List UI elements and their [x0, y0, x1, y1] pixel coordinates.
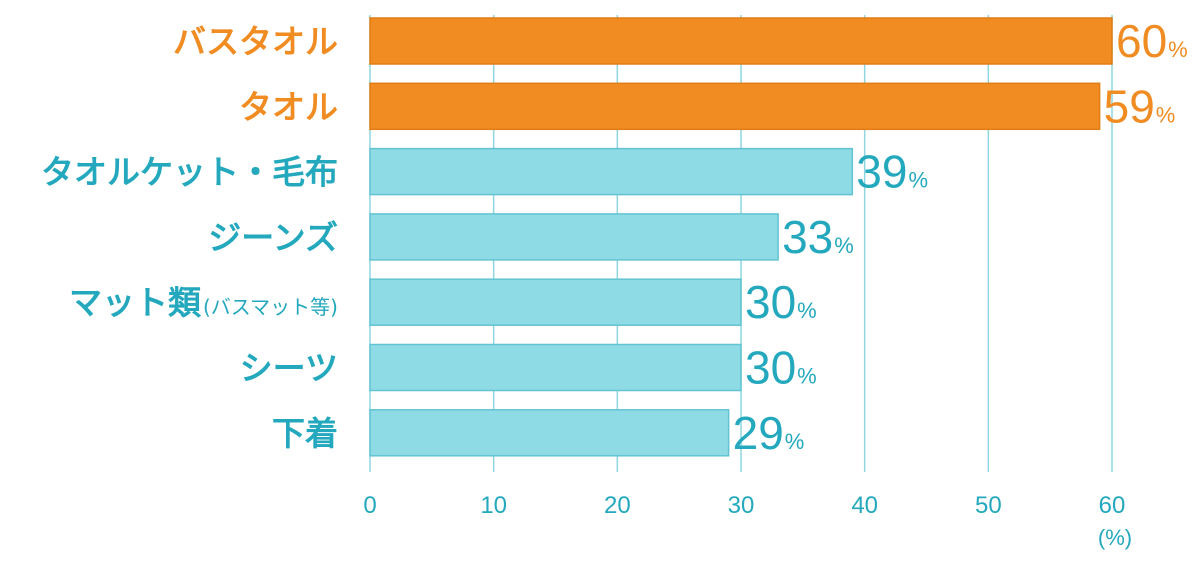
bar [369, 213, 779, 261]
bar [369, 17, 1113, 65]
category-label: タオル [239, 87, 338, 126]
x-tick-label: 0 [363, 492, 376, 519]
x-tick-label: 10 [480, 492, 507, 519]
category-label: バスタオル [173, 22, 338, 61]
x-axis-unit: (%) [1098, 525, 1132, 550]
value-label: 30% [745, 342, 817, 394]
value-label: 33% [782, 211, 854, 263]
bar [369, 343, 742, 392]
x-tick-label: 60 [1099, 492, 1126, 519]
bars [369, 17, 1113, 457]
value-label: 60% [1116, 15, 1188, 67]
category-label: シーツ [240, 349, 338, 388]
value-labels: 60% 59% 39%33% 30% 30% 29% [733, 15, 1188, 459]
x-tick-label: 40 [851, 492, 878, 519]
category-label: マット類 (バスマット等) [69, 283, 338, 322]
value-label: 59% [1104, 80, 1176, 132]
category-label: タオルケット・毛布 [41, 153, 338, 192]
x-axis-ticks: 0 10 20 30 40 50 60 [363, 492, 1125, 519]
x-tick-label: 20 [604, 492, 631, 519]
x-tick-label: 30 [728, 492, 755, 519]
bar [369, 409, 730, 457]
value-label: 30% [745, 276, 817, 328]
bar [369, 147, 854, 196]
bar [369, 82, 1101, 131]
value-label: 29% [733, 407, 805, 459]
bar [369, 278, 742, 326]
category-label: 下着 [272, 414, 338, 453]
x-tick-label: 50 [975, 492, 1002, 519]
value-label: 39% [856, 146, 928, 198]
category-label: ジーンズ [208, 218, 338, 257]
